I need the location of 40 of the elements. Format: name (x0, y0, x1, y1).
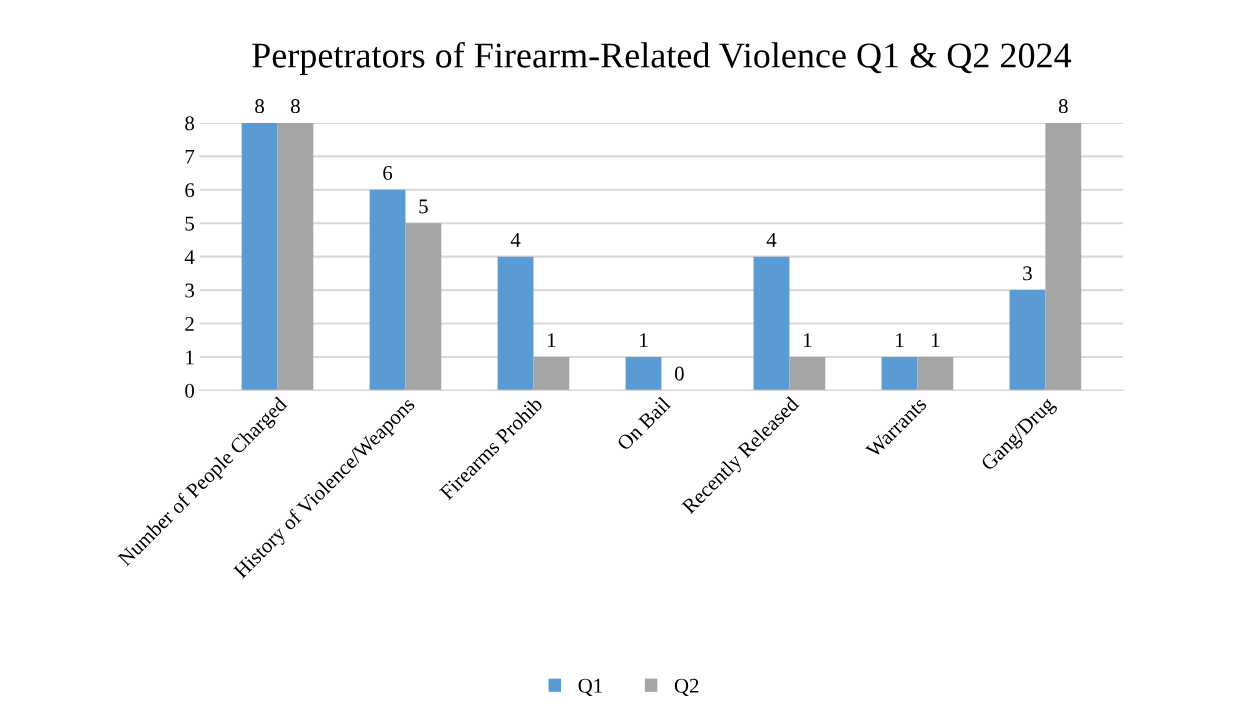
data-label: 8 (291, 99, 300, 114)
y-tick-label: 6 (185, 183, 195, 198)
y-tick-label: 7 (185, 149, 195, 164)
data-label: 8 (255, 99, 264, 114)
y-tick-label: 4 (184, 250, 195, 264)
bar (881, 356, 918, 391)
bar (625, 356, 662, 391)
y-tick-label: 8 (185, 116, 195, 131)
data-label: 5 (419, 199, 428, 214)
data-label: 8 (1058, 99, 1068, 114)
bar (1045, 122, 1082, 391)
y-tick-label: 1 (186, 350, 194, 365)
bar (753, 256, 790, 391)
bar (917, 356, 954, 391)
y-tick-label: 2 (185, 316, 194, 331)
bar (241, 122, 278, 391)
data-label: 1 (931, 333, 940, 347)
data-label: 0 (674, 366, 684, 381)
bar (405, 223, 442, 391)
data-label: 3 (1023, 266, 1032, 281)
data-label: 6 (383, 166, 393, 180)
y-tick-label: 0 (185, 383, 195, 398)
y-tick-label: 3 (185, 283, 195, 298)
bar (497, 256, 534, 391)
data-label: 1 (640, 333, 648, 347)
data-label: 4 (766, 232, 777, 247)
data-label: 1 (803, 333, 812, 347)
chart-title: Perpetrators of Firearm-Related Violence Q1 & Q2 2024 (252, 41, 1072, 76)
bar (789, 356, 826, 391)
data-label: 1 (548, 333, 556, 347)
bar (369, 189, 406, 391)
y-tick-label: 5 (185, 216, 195, 231)
bar (533, 356, 570, 391)
x-tick-label: On Bail (615, 395, 672, 452)
data-label: 4 (510, 232, 521, 247)
bar (1009, 290, 1046, 391)
bar (277, 122, 314, 391)
legend-label: Q2 (674, 678, 699, 696)
data-label: 1 (896, 333, 904, 347)
legend-label: Q1 (578, 678, 602, 696)
